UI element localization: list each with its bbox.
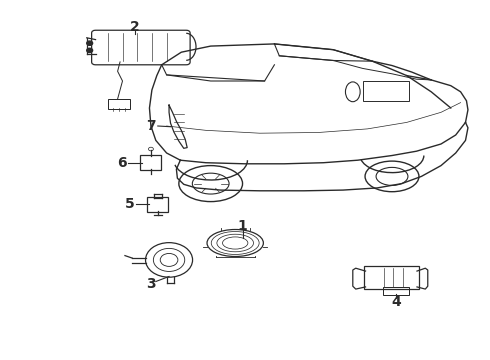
Text: 1: 1 bbox=[238, 219, 247, 233]
Ellipse shape bbox=[207, 230, 264, 256]
Text: 3: 3 bbox=[146, 277, 156, 291]
FancyBboxPatch shape bbox=[92, 30, 190, 65]
Text: 2: 2 bbox=[130, 20, 140, 34]
Text: 4: 4 bbox=[391, 296, 401, 309]
FancyBboxPatch shape bbox=[147, 197, 168, 212]
FancyBboxPatch shape bbox=[364, 266, 419, 289]
Bar bbox=[363, 81, 409, 101]
Circle shape bbox=[87, 41, 93, 45]
Text: 7: 7 bbox=[146, 119, 156, 133]
FancyBboxPatch shape bbox=[140, 155, 161, 170]
Circle shape bbox=[87, 48, 93, 53]
Circle shape bbox=[146, 243, 193, 277]
Text: 5: 5 bbox=[125, 198, 135, 211]
Text: 6: 6 bbox=[117, 156, 126, 170]
